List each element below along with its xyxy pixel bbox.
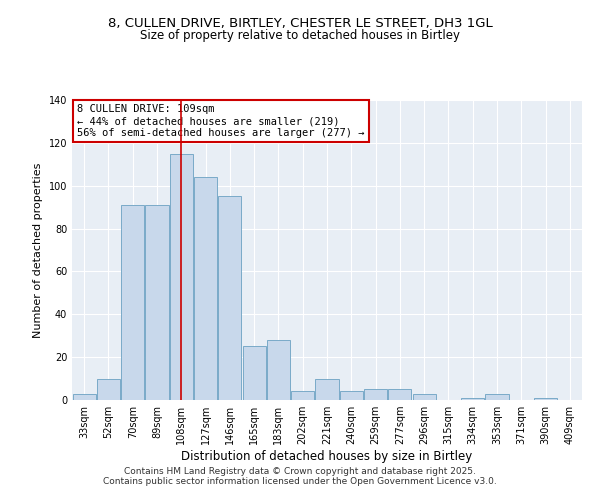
Bar [97, 378, 120, 400]
Bar [291, 392, 314, 400]
Bar [340, 392, 363, 400]
Bar [194, 177, 217, 400]
Bar [413, 394, 436, 400]
Bar [485, 394, 509, 400]
Bar [534, 398, 557, 400]
Bar [242, 346, 266, 400]
X-axis label: Distribution of detached houses by size in Birtley: Distribution of detached houses by size … [181, 450, 473, 463]
Bar [73, 394, 95, 400]
Bar [170, 154, 193, 400]
Bar [388, 390, 412, 400]
Text: 8, CULLEN DRIVE, BIRTLEY, CHESTER LE STREET, DH3 1GL: 8, CULLEN DRIVE, BIRTLEY, CHESTER LE STR… [107, 18, 493, 30]
Text: Contains public sector information licensed under the Open Government Licence v3: Contains public sector information licen… [103, 477, 497, 486]
Bar [316, 378, 338, 400]
Text: Contains HM Land Registry data © Crown copyright and database right 2025.: Contains HM Land Registry data © Crown c… [124, 467, 476, 476]
Bar [461, 398, 484, 400]
Bar [121, 205, 144, 400]
Y-axis label: Number of detached properties: Number of detached properties [33, 162, 43, 338]
Bar [145, 205, 169, 400]
Bar [267, 340, 290, 400]
Text: Size of property relative to detached houses in Birtley: Size of property relative to detached ho… [140, 29, 460, 42]
Text: 8 CULLEN DRIVE: 109sqm
← 44% of detached houses are smaller (219)
56% of semi-de: 8 CULLEN DRIVE: 109sqm ← 44% of detached… [77, 104, 365, 138]
Bar [364, 390, 387, 400]
Bar [218, 196, 241, 400]
